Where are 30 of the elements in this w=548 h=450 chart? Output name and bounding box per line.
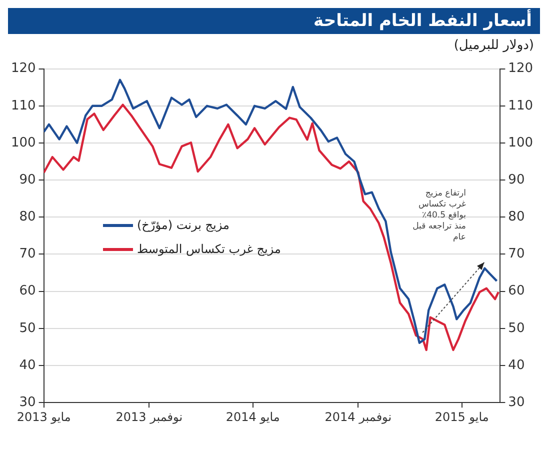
y-tick-label: 60 [19, 284, 36, 299]
y-tick-label: 40 [19, 358, 36, 373]
y2-tick-label: 120 [508, 61, 534, 76]
x-tick-label: مايو 2014 [226, 410, 280, 424]
chart-title: أسعار النفط الخام المتاحة [8, 8, 540, 34]
chart-subtitle: (دولار للبرميل) [452, 37, 535, 55]
y2-tick-label: 30 [508, 394, 525, 410]
legend-label: مزيج غرب تكساس المتوسط [137, 242, 281, 256]
y2-tick-label: 60 [508, 284, 525, 299]
legend-label: مزيج برنت (مؤرّخ) [137, 218, 230, 232]
y-tick-label: 110 [10, 98, 36, 114]
y2-tick-label: 40 [508, 358, 525, 373]
y2-tick-label: 50 [508, 320, 525, 336]
y-tick-label: 50 [19, 320, 36, 336]
y-tick-label: 30 [19, 394, 36, 410]
y-tick-label: 80 [19, 210, 36, 225]
y2-tick-label: 80 [508, 210, 525, 225]
x-tick-label: نوفمبر 2013 [116, 410, 183, 424]
y-tick-label: 90 [19, 172, 36, 188]
y2-tick-label: 70 [508, 246, 525, 262]
x-tick-label: مايو 2013 [16, 410, 71, 424]
y2-tick-label: 90 [508, 172, 525, 188]
y2-tick-label: 100 [508, 135, 534, 150]
y-tick-label: 70 [19, 246, 36, 262]
y2-tick-label: 110 [508, 98, 534, 114]
y-tick-label: 120 [10, 61, 36, 76]
x-tick-label: مايو 2015 [434, 410, 489, 424]
annotation: ارتفاع مزيج غرب تكساس بواقع 40.5٪ منذ تراجعه قبل عام [412, 188, 467, 243]
x-tick-label: نوفمبر 2014 [324, 410, 392, 424]
y-tick-label: 100 [10, 135, 36, 150]
